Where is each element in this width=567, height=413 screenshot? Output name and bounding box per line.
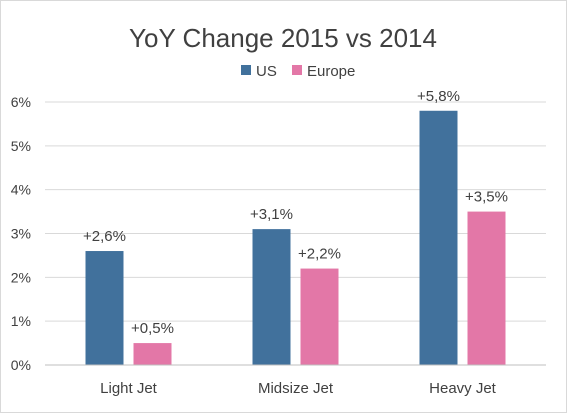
chart-title: YoY Change 2015 vs 2014 (129, 23, 437, 53)
y-tick-label: 0% (11, 357, 31, 373)
y-tick-label: 6% (11, 94, 31, 110)
bars (85, 110, 506, 366)
gridlines (45, 101, 546, 322)
legend-swatch-europe (292, 65, 302, 75)
legend: US Europe (241, 63, 355, 80)
x-category-label: Midsize Jet (258, 380, 334, 397)
x-axis-categories: Light Jet Midsize Jet Heavy Jet (100, 380, 497, 397)
legend-label-us: US (256, 63, 277, 80)
y-tick-label: 3% (11, 226, 31, 242)
y-axis-ticks: 0% 1% 2% 3% 4% 5% 6% (11, 94, 31, 373)
legend-swatch-us (241, 65, 251, 75)
y-tick-label: 1% (11, 313, 31, 329)
data-labels: +2,6% +0,5% +3,1% +2,2% +5,8% +3,5% (83, 88, 508, 337)
data-label-us-light-jet: +2,6% (83, 228, 126, 245)
data-label-us-midsize-jet: +3,1% (250, 206, 293, 223)
x-category-label: Light Jet (100, 380, 158, 397)
bar-us-midsize-jet (252, 229, 291, 365)
bar-europe-heavy-jet (467, 211, 506, 365)
data-label-europe-light-jet: +0,5% (131, 320, 174, 337)
x-category-label: Heavy Jet (429, 380, 497, 397)
y-tick-label: 5% (11, 138, 31, 154)
bar-europe-light-jet (133, 343, 172, 365)
bar-europe-midsize-jet (300, 268, 339, 365)
y-tick-label: 4% (11, 182, 31, 198)
legend-label-europe: Europe (307, 63, 355, 80)
data-label-europe-midsize-jet: +2,2% (298, 246, 341, 263)
bar-us-heavy-jet (419, 110, 458, 366)
data-label-us-heavy-jet: +5,8% (417, 88, 460, 105)
data-label-europe-heavy-jet: +3,5% (465, 189, 508, 206)
bar-us-light-jet (85, 251, 124, 365)
y-tick-label: 2% (11, 269, 31, 285)
